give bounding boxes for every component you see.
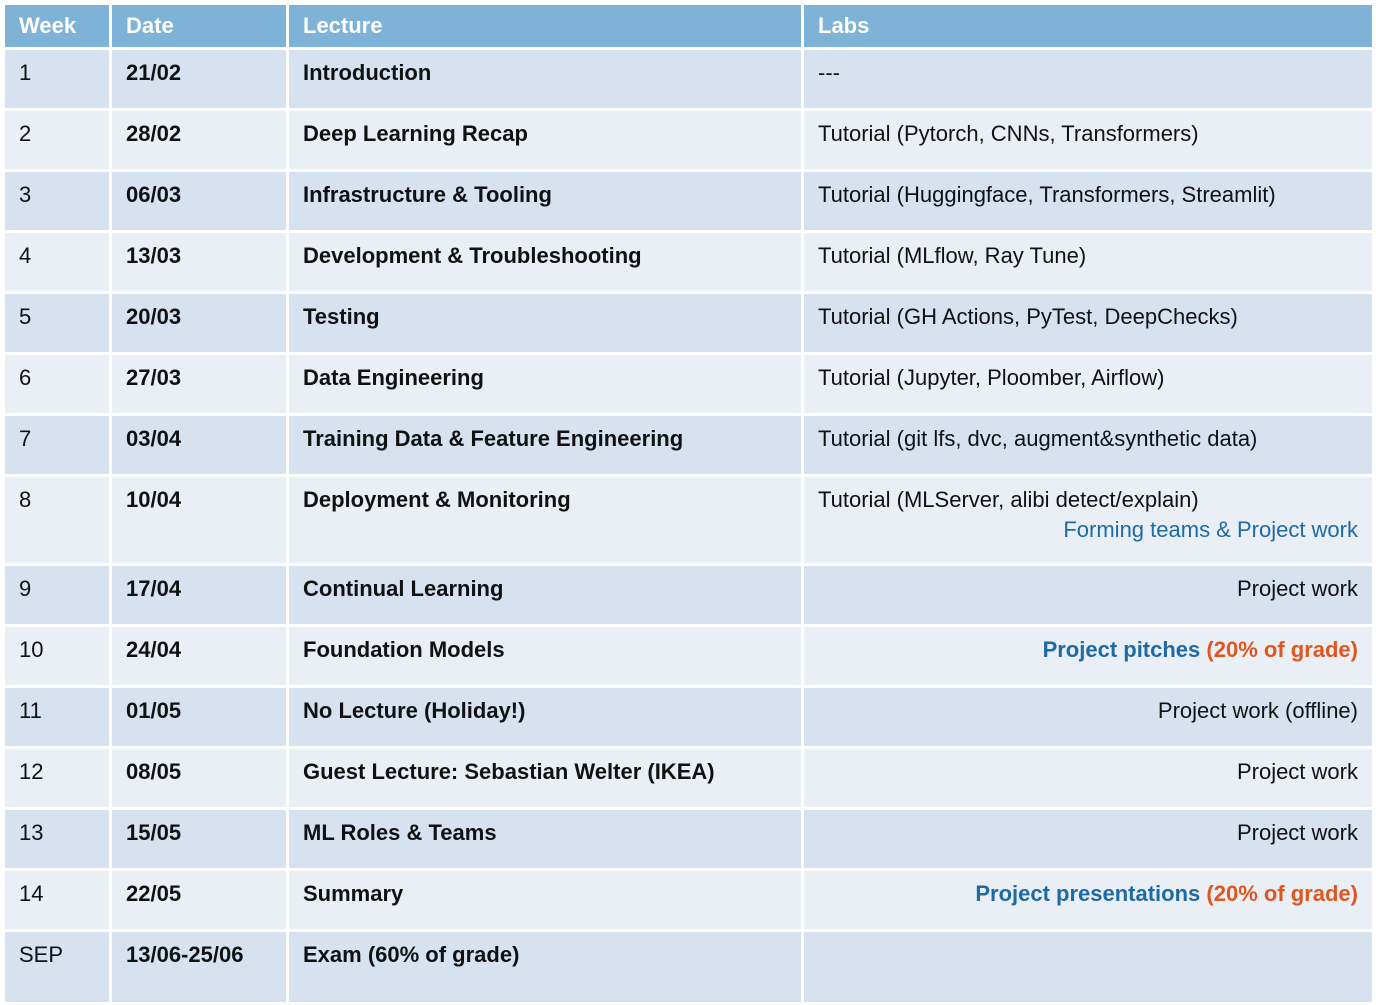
week-cell: SEP bbox=[5, 932, 109, 1002]
labs-cell: Tutorial (Pytorch, CNNs, Transformers) bbox=[804, 111, 1372, 169]
labs-cell: Project work bbox=[804, 566, 1372, 624]
week-cell: 4 bbox=[5, 233, 109, 291]
table-row: 1 21/02 Introduction --- bbox=[5, 50, 1372, 108]
lecture-cell: Deployment & Monitoring bbox=[289, 477, 801, 563]
lecture-cell: Exam (60% of grade) bbox=[289, 932, 801, 1002]
labs-text: Project pitches bbox=[1042, 637, 1201, 662]
header-week: Week bbox=[5, 5, 109, 47]
date-cell: 22/05 bbox=[112, 871, 286, 929]
week-cell: 10 bbox=[5, 627, 109, 685]
labs-cell: Project pitches (20% of grade) bbox=[804, 627, 1372, 685]
table-row: 10 24/04 Foundation Models Project pitch… bbox=[5, 627, 1372, 685]
labs-text: Tutorial (MLServer, alibi detect/explain… bbox=[818, 487, 1199, 512]
date-cell: 01/05 bbox=[112, 688, 286, 746]
week-cell: 14 bbox=[5, 871, 109, 929]
week-cell: 12 bbox=[5, 749, 109, 807]
date-cell: 08/05 bbox=[112, 749, 286, 807]
table-row: 14 22/05 Summary Project presentations (… bbox=[5, 871, 1372, 929]
table-row: 5 20/03 Testing Tutorial (GH Actions, Py… bbox=[5, 294, 1372, 352]
table-row: 12 08/05 Guest Lecture: Sebastian Welter… bbox=[5, 749, 1372, 807]
labs-extra-text: Forming teams & Project work bbox=[1063, 517, 1358, 542]
table-row: 6 27/03 Data Engineering Tutorial (Jupyt… bbox=[5, 355, 1372, 413]
week-cell: 2 bbox=[5, 111, 109, 169]
lecture-cell: Training Data & Feature Engineering bbox=[289, 416, 801, 474]
labs-cell bbox=[804, 932, 1372, 1002]
date-cell: 21/02 bbox=[112, 50, 286, 108]
week-cell: 1 bbox=[5, 50, 109, 108]
labs-cell: Tutorial (Jupyter, Ploomber, Airflow) bbox=[804, 355, 1372, 413]
table-row: 11 01/05 No Lecture (Holiday!) Project w… bbox=[5, 688, 1372, 746]
lecture-cell: ML Roles & Teams bbox=[289, 810, 801, 868]
labs-cell: Project work (offline) bbox=[804, 688, 1372, 746]
table-row: SEP 13/06-25/06 Exam (60% of grade) bbox=[5, 932, 1372, 1002]
lecture-cell: Foundation Models bbox=[289, 627, 801, 685]
lecture-cell: Deep Learning Recap bbox=[289, 111, 801, 169]
grade-weight-text: (20% of grade) bbox=[1206, 637, 1358, 662]
date-cell: 27/03 bbox=[112, 355, 286, 413]
date-cell: 20/03 bbox=[112, 294, 286, 352]
date-cell: 03/04 bbox=[112, 416, 286, 474]
week-cell: 7 bbox=[5, 416, 109, 474]
date-cell: 10/04 bbox=[112, 477, 286, 563]
lecture-cell: Summary bbox=[289, 871, 801, 929]
table-row: 7 03/04 Training Data & Feature Engineer… bbox=[5, 416, 1372, 474]
lecture-cell: No Lecture (Holiday!) bbox=[289, 688, 801, 746]
lecture-cell: Continual Learning bbox=[289, 566, 801, 624]
week-cell: 11 bbox=[5, 688, 109, 746]
table-row: 8 10/04 Deployment & Monitoring Tutorial… bbox=[5, 477, 1372, 563]
table-row: 13 15/05 ML Roles & Teams Project work bbox=[5, 810, 1372, 868]
date-cell: 17/04 bbox=[112, 566, 286, 624]
lecture-cell: Introduction bbox=[289, 50, 801, 108]
header-lecture: Lecture bbox=[289, 5, 801, 47]
lecture-cell: Guest Lecture: Sebastian Welter (IKEA) bbox=[289, 749, 801, 807]
date-cell: 28/02 bbox=[112, 111, 286, 169]
table-row: 9 17/04 Continual Learning Project work bbox=[5, 566, 1372, 624]
week-cell: 3 bbox=[5, 172, 109, 230]
labs-cell: Tutorial (MLServer, alibi detect/explain… bbox=[804, 477, 1372, 563]
lecture-cell: Development & Troubleshooting bbox=[289, 233, 801, 291]
grade-weight-text: (20% of grade) bbox=[1206, 881, 1358, 906]
lecture-cell: Testing bbox=[289, 294, 801, 352]
header-row: Week Date Lecture Labs bbox=[5, 5, 1372, 47]
header-date: Date bbox=[112, 5, 286, 47]
labs-text: Project presentations bbox=[975, 881, 1201, 906]
labs-cell: Project work bbox=[804, 810, 1372, 868]
week-cell: 13 bbox=[5, 810, 109, 868]
labs-cell: Project work bbox=[804, 749, 1372, 807]
lecture-cell: Data Engineering bbox=[289, 355, 801, 413]
header-labs: Labs bbox=[804, 5, 1372, 47]
date-cell: 24/04 bbox=[112, 627, 286, 685]
week-cell: 8 bbox=[5, 477, 109, 563]
date-cell: 15/05 bbox=[112, 810, 286, 868]
week-cell: 6 bbox=[5, 355, 109, 413]
week-cell: 5 bbox=[5, 294, 109, 352]
table-row: 3 06/03 Infrastructure & Tooling Tutoria… bbox=[5, 172, 1372, 230]
week-cell: 9 bbox=[5, 566, 109, 624]
labs-cell: Project presentations (20% of grade) bbox=[804, 871, 1372, 929]
labs-cell: Tutorial (GH Actions, PyTest, DeepChecks… bbox=[804, 294, 1372, 352]
labs-cell: Tutorial (Huggingface, Transformers, Str… bbox=[804, 172, 1372, 230]
table-row: 4 13/03 Development & Troubleshooting Tu… bbox=[5, 233, 1372, 291]
labs-cell: Tutorial (MLflow, Ray Tune) bbox=[804, 233, 1372, 291]
lecture-cell: Infrastructure & Tooling bbox=[289, 172, 801, 230]
labs-cell: Tutorial (git lfs, dvc, augment&syntheti… bbox=[804, 416, 1372, 474]
date-cell: 13/06-25/06 bbox=[112, 932, 286, 1002]
table-row: 2 28/02 Deep Learning Recap Tutorial (Py… bbox=[5, 111, 1372, 169]
labs-cell: --- bbox=[804, 50, 1372, 108]
date-cell: 13/03 bbox=[112, 233, 286, 291]
date-cell: 06/03 bbox=[112, 172, 286, 230]
